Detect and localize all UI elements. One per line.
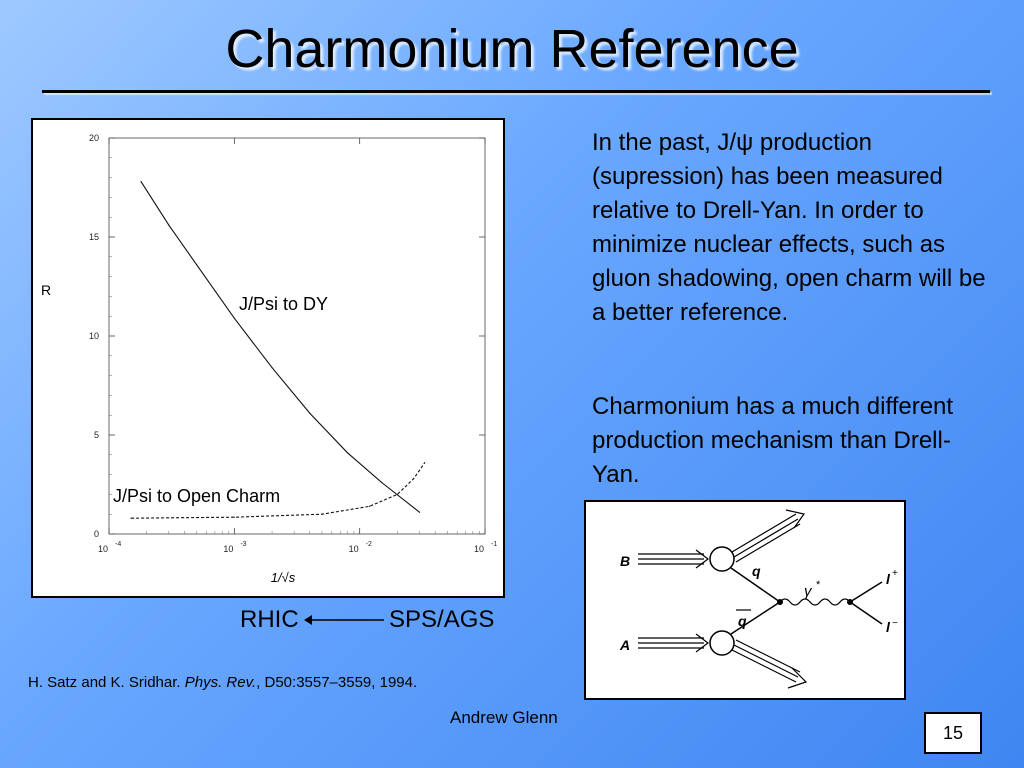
x-tick-exponent: -1 (491, 541, 497, 548)
y-tick-label: 20 (89, 133, 99, 143)
data-point (168, 224, 170, 226)
data-point (396, 493, 398, 495)
label-lminus-sup: − (892, 618, 898, 629)
x-tick-exponent: -2 (366, 541, 372, 548)
y-axis-label: R (41, 282, 51, 298)
data-point (418, 511, 421, 513)
data-point (321, 513, 323, 515)
quark-line (730, 567, 781, 603)
label-qbar: q (738, 613, 747, 629)
rhic-label: RHIC (240, 606, 299, 633)
y-tick-label: 15 (89, 232, 99, 242)
chart-panel: 0 5 10 15 20 10 -4 10 -3 10 -2 10 -1 R 1/√s J/Psi to DY… (31, 118, 505, 598)
citation: H. Satz and K. Sridhar. Phys. Rev., D50:… (28, 674, 417, 691)
data-point (413, 477, 415, 480)
author-footer: Andrew Glenn (450, 708, 558, 727)
citation-authors: H. Satz and K. Sridhar. (28, 674, 185, 691)
data-point (233, 516, 235, 518)
data-point (233, 317, 235, 319)
citation-journal: Phys. Rev. (184, 674, 257, 691)
lepton-minus-line (849, 601, 883, 625)
data-point (368, 505, 371, 507)
feynman-diagram: B A q q γ * l + l − (619, 509, 898, 689)
x-tick-exponent: -4 (115, 541, 121, 548)
y-tick-label: 10 (89, 331, 99, 341)
beam-a-lines (638, 633, 709, 653)
series-label-jpsi-to-dy: J/Psi to DY (239, 294, 328, 314)
remnant-a-lines (731, 639, 808, 689)
sps-ags-label: SPS/AGS (389, 606, 495, 633)
data-point (424, 462, 426, 464)
paragraph-reference: In the past, J/ψ production (supression)… (592, 129, 986, 326)
label-lminus: l (886, 619, 891, 635)
data-point (196, 264, 198, 266)
series-line-jpsi-to-dy (140, 181, 420, 513)
label-gamma-star: * (816, 579, 821, 591)
citation-rest: , D50:3557–3559, 1994. (256, 674, 418, 691)
x-tick-label: 10 (98, 544, 108, 554)
photon-line (779, 598, 851, 606)
data-point (309, 412, 311, 414)
label-a: A (619, 637, 630, 653)
data-point (346, 452, 349, 454)
y-tick-label: 5 (94, 430, 99, 440)
title-underline (42, 90, 990, 93)
hadron-b-blob (709, 546, 735, 572)
x-tick-label: 10 (474, 544, 484, 554)
plot-area (108, 137, 486, 535)
label-lplus: l (886, 571, 891, 587)
data-point (140, 180, 142, 183)
x-tick-label: 10 (223, 544, 233, 554)
data-point (130, 517, 132, 519)
antiquark-line (730, 601, 781, 635)
slide-title: Charmonium Reference (225, 19, 799, 79)
paragraph-mechanism: Charmonium has a much different producti… (592, 393, 954, 488)
label-gamma: γ (804, 583, 813, 600)
x-axis-label: 1/√s (271, 570, 296, 585)
label-q: q (752, 563, 761, 579)
x-tick-label: 10 (349, 544, 359, 554)
data-point (271, 367, 273, 369)
series-label-jpsi-to-open-charm: J/Psi to Open Charm (113, 486, 280, 506)
beam-b-lines (638, 549, 709, 569)
x-tick-exponent: -3 (240, 541, 246, 548)
data-point (381, 481, 383, 484)
energy-arrow-icon (304, 615, 384, 625)
feynman-diagram-panel: B A q q γ * l + l − (584, 500, 906, 700)
label-b: B (620, 553, 630, 569)
y-tick-label: 0 (94, 529, 99, 539)
remnant-b-lines (731, 509, 806, 563)
hadron-a-blob (709, 630, 735, 656)
label-lplus-sup: + (892, 568, 898, 579)
lepton-plus-line (849, 581, 883, 603)
ratio-chart: 0 5 10 15 20 10 -4 10 -3 10 -2 10 -1 R 1/√s J/Psi to DY… (41, 133, 497, 585)
page-number: 15 (924, 712, 982, 754)
